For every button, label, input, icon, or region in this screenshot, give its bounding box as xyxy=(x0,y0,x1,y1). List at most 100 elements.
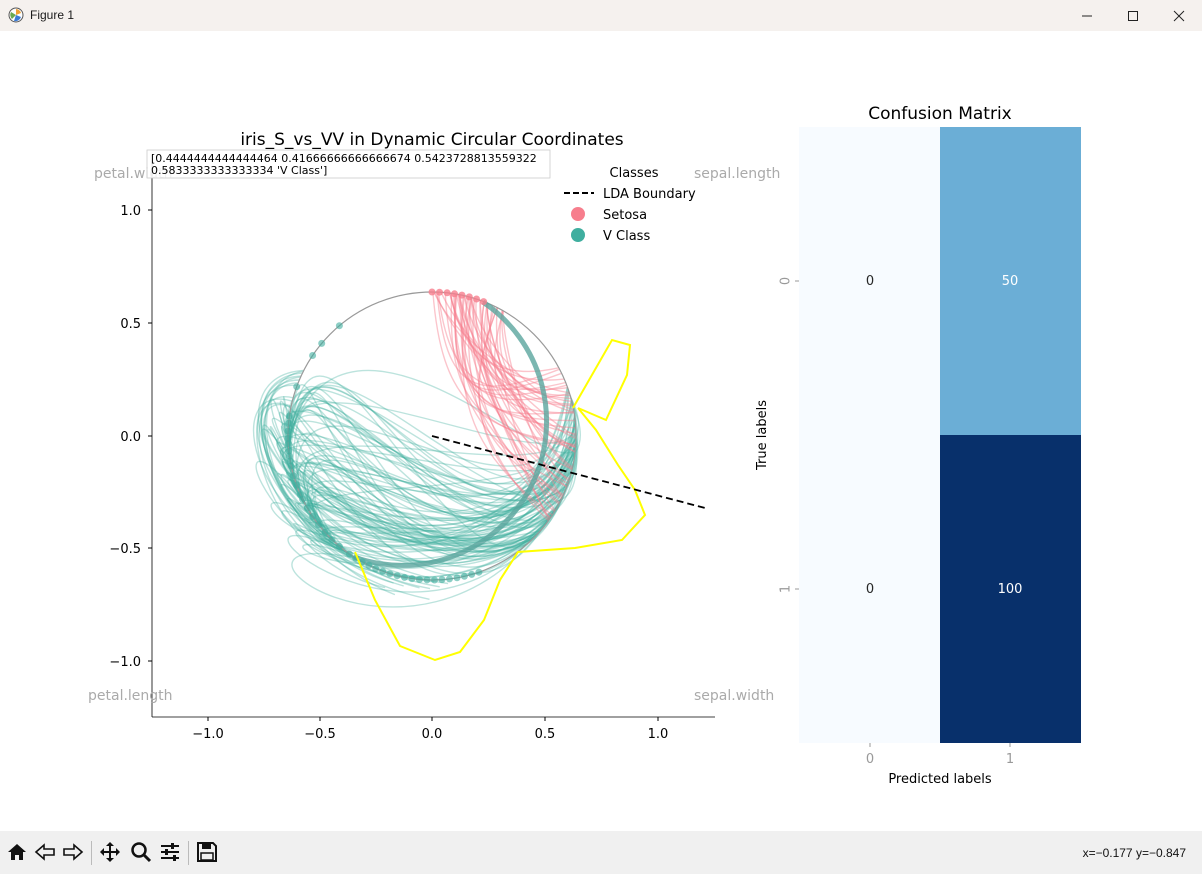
zoom-button[interactable] xyxy=(128,839,154,865)
cm-x-axis-label: Predicted labels xyxy=(888,772,992,787)
save-disk-icon xyxy=(197,842,217,862)
vclass-point xyxy=(284,435,292,442)
vclass-curve xyxy=(294,399,572,529)
setosa-curve xyxy=(457,294,576,453)
vclass-point xyxy=(379,567,387,575)
vclass-point xyxy=(335,542,343,550)
legend-vclass-swatch xyxy=(571,228,585,242)
setosa-curve xyxy=(461,295,570,401)
minimize-icon xyxy=(1082,15,1092,16)
back-button[interactable] xyxy=(32,839,58,865)
corner-label-sepal-length: sepal.length xyxy=(694,166,780,182)
y-axis-ticks: 1.0 0.5 0.0 −0.5 −1.0 xyxy=(109,204,152,670)
setosa-curve xyxy=(486,303,573,405)
vclass-point xyxy=(315,521,322,529)
setosa-curve xyxy=(499,310,572,400)
cell-0-0 xyxy=(799,127,940,435)
vclass-curve xyxy=(309,397,580,540)
figure-canvas[interactable]: iris_S_vs_VV in Dynamic Circular Coordin… xyxy=(0,31,1202,831)
setosa-curve xyxy=(459,294,573,407)
setosa-point xyxy=(451,290,458,298)
vclass-point xyxy=(372,565,380,573)
vclass-point xyxy=(290,472,298,480)
vclass-point xyxy=(285,412,293,420)
vclass-point xyxy=(446,575,453,583)
cell-1-0 xyxy=(799,435,940,743)
vclass-curve xyxy=(265,376,394,584)
setosa-curve xyxy=(453,293,567,396)
setosa-curve xyxy=(468,297,549,522)
maximize-icon xyxy=(1128,10,1138,21)
vclass-point xyxy=(468,570,476,578)
setosa-curve xyxy=(479,300,576,453)
vclass-curve xyxy=(308,445,577,546)
vclass-curve xyxy=(261,428,556,565)
vclass-point xyxy=(309,352,317,359)
vclass-curve xyxy=(287,392,576,529)
setosa-curve xyxy=(450,293,576,448)
minimize-button[interactable] xyxy=(1064,0,1110,31)
setosa-curve xyxy=(479,300,571,397)
vclass-curve xyxy=(287,397,577,449)
setosa-curve xyxy=(432,291,576,446)
vclass-curve xyxy=(287,369,579,454)
maximize-button[interactable] xyxy=(1110,0,1156,31)
circular-coordinates-plot: iris_S_vs_VV in Dynamic Circular Coordin… xyxy=(88,130,780,742)
setosa-curve xyxy=(469,296,574,411)
vclass-curve xyxy=(286,420,577,496)
circle-data-band xyxy=(353,299,550,568)
setosa-point xyxy=(443,289,451,297)
vclass-point xyxy=(293,481,301,489)
x-tick-label: 0.0 xyxy=(422,727,443,742)
vclass-curve xyxy=(286,388,577,503)
window-title: Figure 1 xyxy=(30,8,75,22)
x-axis-ticks: −1.0 −0.5 0.0 0.5 1.0 xyxy=(192,717,668,742)
legend: Classes LDA Boundary Setosa V Class xyxy=(564,166,696,244)
vclass-curve xyxy=(310,491,560,548)
vclass-curve xyxy=(297,401,573,525)
forward-button[interactable] xyxy=(60,839,86,865)
x-tick-label: 1.0 xyxy=(648,727,669,742)
toolbar-separator xyxy=(188,841,189,865)
vclass-curve xyxy=(270,501,551,553)
home-button[interactable] xyxy=(4,839,30,865)
vclass-curve xyxy=(271,417,574,545)
configure-subplots-button[interactable] xyxy=(157,839,183,865)
toolbar-separator xyxy=(91,841,92,865)
vclass-curve xyxy=(296,401,573,502)
vclass-curve xyxy=(276,429,577,538)
vclass-curve xyxy=(287,381,576,512)
window-titlebar: Figure 1 xyxy=(0,0,1202,31)
setosa-point xyxy=(458,291,466,299)
close-button[interactable] xyxy=(1156,0,1202,31)
setosa-curve xyxy=(436,292,560,387)
setosa-curve xyxy=(475,298,561,504)
cm-y-tick-label: 0 xyxy=(779,277,794,285)
vclass-point xyxy=(293,383,301,391)
navigation-toolbar: x=−0.177 y=−0.847 xyxy=(0,831,1202,874)
setosa-curve xyxy=(472,298,556,513)
vclass-curve xyxy=(314,409,575,544)
pan-button[interactable] xyxy=(97,839,123,865)
vclass-curve xyxy=(276,441,569,547)
vclass-point xyxy=(285,419,292,427)
vclass-curve xyxy=(256,384,386,589)
setosa-point xyxy=(436,288,443,296)
vclass-curve xyxy=(262,404,420,589)
y-tick-label: 0.5 xyxy=(120,317,141,332)
vclass-curve xyxy=(279,447,577,527)
save-figure-button[interactable] xyxy=(194,839,220,865)
home-icon xyxy=(8,844,26,860)
vclass-curve xyxy=(297,395,576,508)
setosa-curve xyxy=(502,310,563,499)
vclass-curve xyxy=(293,478,569,540)
vclass-curve xyxy=(299,471,567,532)
setosa-curve xyxy=(480,301,569,485)
setosa-point xyxy=(480,298,488,306)
corner-label-sepal-width: sepal.width xyxy=(694,688,774,704)
vclass-curve xyxy=(287,415,576,485)
vclass-point xyxy=(423,576,431,584)
close-icon xyxy=(1173,10,1185,21)
corner-label-petal-length: petal.length xyxy=(88,688,173,704)
cell-value-0-1: 50 xyxy=(1002,274,1019,289)
